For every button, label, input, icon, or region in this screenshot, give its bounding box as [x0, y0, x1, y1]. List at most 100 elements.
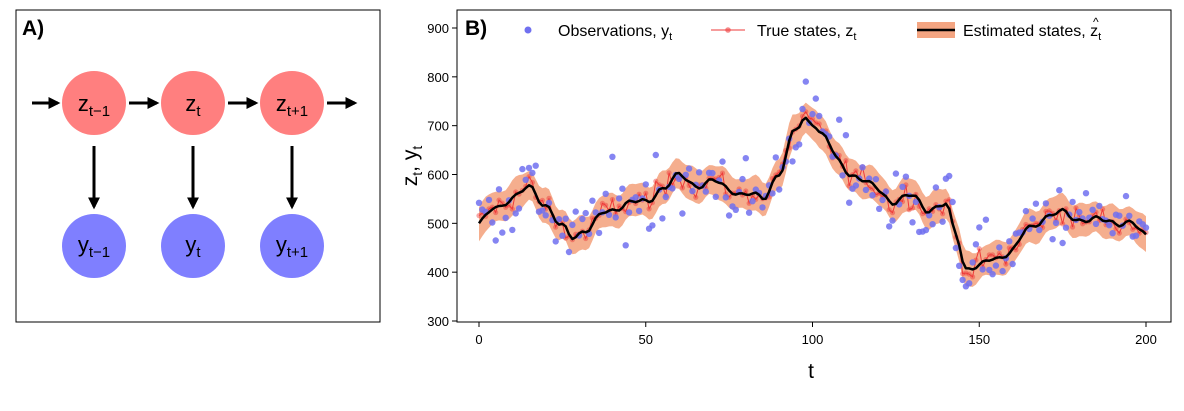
- observation-point: [1109, 230, 1116, 237]
- true-state-point: [686, 182, 692, 189]
- observation-point: [952, 244, 960, 252]
- observation-point: [972, 241, 980, 248]
- true-state-point: [609, 196, 615, 203]
- observation-point: [612, 214, 619, 221]
- observation-point: [565, 248, 573, 256]
- observation-point: [619, 185, 626, 192]
- svg-text:yt: yt: [185, 232, 201, 261]
- legend-item-observations: Observations, yt: [524, 23, 672, 43]
- true-state-point: [1006, 245, 1012, 251]
- observation-point: [889, 217, 896, 224]
- observation-point: [569, 221, 576, 229]
- true-state-point: [616, 203, 622, 209]
- x-tick-label: 150: [968, 332, 990, 347]
- true-state-point: [996, 250, 1002, 256]
- observation-point: [745, 209, 753, 216]
- observation-point: [605, 211, 613, 218]
- observation-point: [725, 212, 733, 219]
- observation-point: [592, 209, 599, 216]
- panel-a-diagram: A) zt−1 zt zt+1 yt−1 yt yt+1: [15, 9, 381, 323]
- observation-point: [1052, 219, 1060, 227]
- legend-item-estimated-states: Estimated states, zt ^: [917, 15, 1101, 43]
- true-state-point: [679, 185, 685, 191]
- estimated-states-line: [477, 116, 1147, 271]
- observation-point: [659, 215, 666, 222]
- observation-point: [992, 262, 1000, 269]
- observation-point: [966, 280, 973, 287]
- observation-point: [769, 190, 776, 197]
- observation-point: [776, 186, 783, 193]
- true-state-point: [1043, 208, 1049, 214]
- true-state-point: [603, 202, 609, 208]
- state-node-prev: zt−1: [62, 71, 126, 135]
- true-state-point: [476, 213, 482, 219]
- true-state-point: [799, 113, 806, 119]
- observation-point: [862, 186, 870, 194]
- observation-point: [499, 229, 506, 236]
- y-tick-label: 900: [427, 21, 449, 36]
- observation-point: [625, 209, 633, 216]
- observation-point: [772, 154, 779, 161]
- true-state-point: [643, 190, 649, 196]
- observation-point: [836, 116, 843, 123]
- observation-point: [489, 219, 496, 226]
- x-tick-label: 50: [639, 332, 653, 347]
- observation-point: [1032, 200, 1040, 207]
- observation-point: [695, 169, 703, 176]
- true-state-point: [1003, 261, 1009, 267]
- observation-point: [946, 172, 953, 180]
- observation-point: [892, 170, 900, 177]
- observation-point: [515, 205, 523, 212]
- plot-frame: [456, 9, 1172, 323]
- observation-point: [579, 215, 586, 223]
- y-tick-label: 400: [427, 265, 449, 280]
- true-state-point: [970, 274, 976, 280]
- observation-point: [869, 192, 876, 199]
- observation-point: [1069, 198, 1076, 206]
- true-state-point: [656, 182, 662, 188]
- observation-point: [886, 223, 893, 230]
- observation-point: [1122, 192, 1130, 200]
- observation-point: [682, 171, 689, 178]
- observation-point: [979, 266, 986, 273]
- observation-point: [509, 226, 516, 234]
- obs-node-current: yt: [161, 214, 225, 278]
- observation-point: [739, 175, 746, 183]
- observation-point: [632, 194, 639, 201]
- true-state-point: [1046, 208, 1052, 214]
- observation-point: [732, 206, 739, 213]
- true-state-point: [909, 205, 916, 211]
- true-state-point: [816, 121, 822, 127]
- obs-node-prev: yt−1: [62, 214, 126, 278]
- observation-point: [799, 105, 806, 113]
- true-state-point: [853, 168, 859, 174]
- obs-node-next: yt+1: [260, 214, 324, 278]
- true-state-point: [1060, 221, 1066, 227]
- confidence-band-area: [479, 102, 1146, 287]
- y-tick-label: 500: [427, 216, 449, 231]
- observation-point: [1082, 190, 1090, 197]
- observation-point: [1006, 238, 1013, 245]
- observation-point: [1092, 220, 1100, 228]
- observation-point: [702, 188, 709, 195]
- observation-point: [512, 210, 519, 217]
- true-state-point: [719, 170, 726, 176]
- true-states-line: [478, 110, 1147, 278]
- observation-point: [532, 162, 539, 169]
- observation-point: [545, 199, 553, 207]
- observation-point: [859, 164, 866, 171]
- legend-item-true-states: True states, zt: [711, 23, 856, 43]
- observation-point: [1096, 202, 1103, 210]
- observation-point: [709, 169, 716, 177]
- true-state-point: [653, 178, 659, 184]
- observation-point: [809, 110, 816, 118]
- true-state-point: [539, 197, 545, 203]
- observation-point: [999, 267, 1006, 275]
- observation-point: [542, 212, 549, 219]
- observation-point: [802, 78, 809, 85]
- observation-point: [879, 196, 886, 204]
- observation-point: [662, 193, 669, 201]
- observation-point: [1076, 208, 1083, 216]
- true-state-point: [693, 194, 699, 200]
- observation-point: [926, 212, 933, 219]
